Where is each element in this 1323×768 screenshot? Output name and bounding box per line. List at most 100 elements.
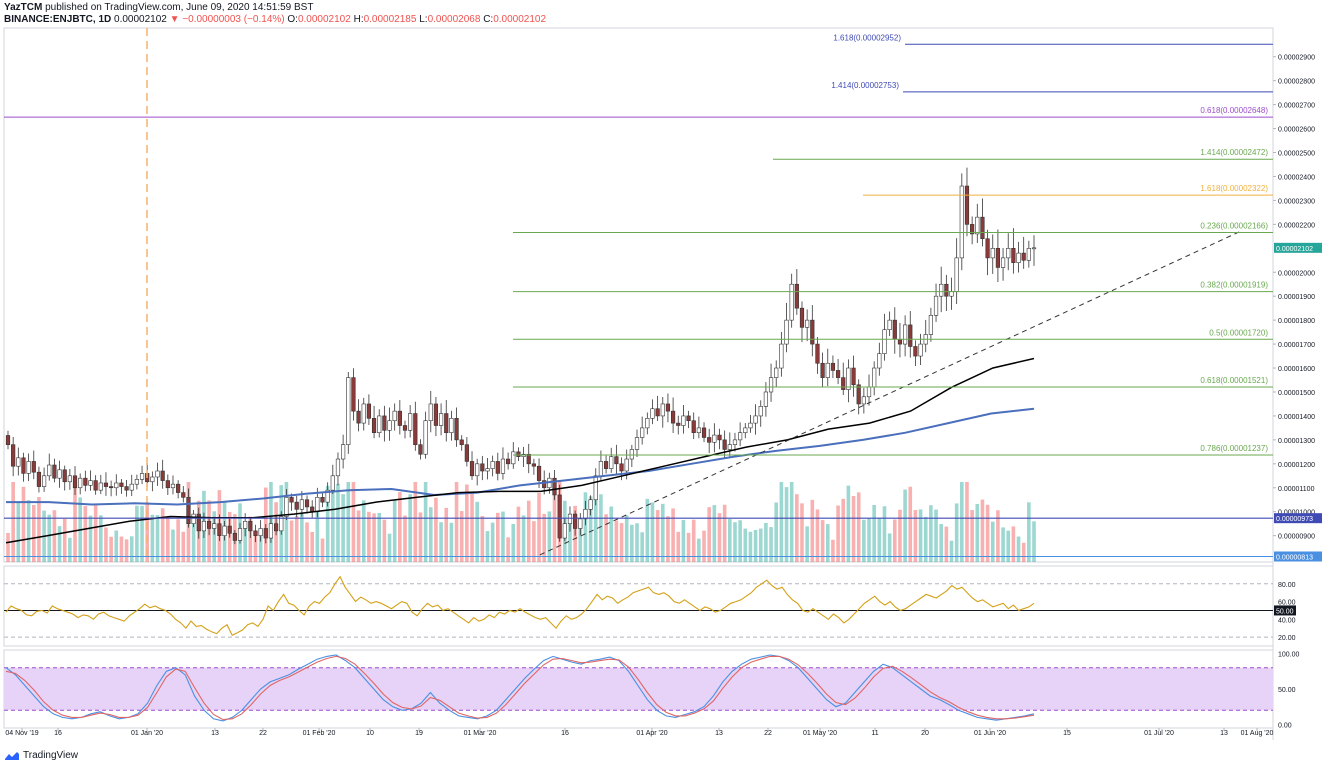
candle-body bbox=[160, 470, 165, 481]
volume-bar bbox=[495, 512, 500, 562]
candle-body bbox=[227, 525, 232, 534]
candle-body bbox=[134, 479, 139, 485]
volume-bar bbox=[114, 530, 119, 562]
candle-body bbox=[325, 489, 330, 503]
volume-bar bbox=[11, 482, 15, 562]
candle-body bbox=[186, 497, 191, 524]
candle-body bbox=[701, 427, 707, 438]
volume-bar bbox=[660, 503, 665, 562]
close-label: C: bbox=[483, 14, 494, 25]
candle-body bbox=[851, 367, 856, 386]
volume-bar bbox=[774, 502, 779, 562]
candle-body bbox=[758, 406, 763, 417]
volume-bar bbox=[423, 482, 428, 562]
candle-body bbox=[98, 482, 103, 491]
volume-bar bbox=[795, 494, 799, 562]
volume-bar bbox=[511, 524, 516, 562]
candle-body bbox=[377, 415, 382, 433]
time-tick-label: 13 bbox=[211, 730, 219, 737]
volume-bar bbox=[83, 506, 88, 562]
tradingview-logo-icon bbox=[5, 751, 19, 760]
candle-body bbox=[418, 444, 423, 455]
volume-bar bbox=[145, 502, 150, 562]
ascending-trend-line bbox=[539, 231, 1241, 556]
candle-body bbox=[598, 461, 604, 477]
time-tick-label: 01 Mar '20 bbox=[464, 730, 497, 737]
price-tick-label: 0.00001800 bbox=[1278, 318, 1315, 325]
volume-bar bbox=[748, 531, 753, 562]
candle-body bbox=[83, 477, 88, 486]
candle-body bbox=[892, 319, 897, 340]
candle-body bbox=[588, 499, 593, 510]
volume-bar bbox=[697, 538, 701, 562]
volume-bar bbox=[728, 519, 732, 562]
volume-bar bbox=[604, 514, 608, 562]
candle-body bbox=[567, 513, 573, 524]
candle-body bbox=[5, 435, 11, 445]
candle-body bbox=[609, 456, 614, 469]
volume-bar bbox=[686, 532, 691, 562]
candle-body bbox=[382, 415, 387, 431]
time-tick-label: 20 bbox=[921, 730, 929, 737]
volume-bar bbox=[805, 526, 809, 562]
candle-body bbox=[763, 391, 768, 407]
volume-bar bbox=[387, 533, 392, 562]
candle-body bbox=[516, 451, 521, 457]
candle-body bbox=[170, 483, 176, 489]
candle-body bbox=[21, 457, 26, 474]
volume-bar bbox=[712, 505, 717, 562]
fib-level-label: 0.618(0.00002648) bbox=[1200, 106, 1268, 115]
volume-bar bbox=[37, 496, 41, 562]
volume-bar bbox=[898, 509, 902, 562]
volume-bar bbox=[645, 498, 650, 562]
volume-bar bbox=[413, 482, 418, 562]
price-tick-label: 0.00001200 bbox=[1278, 462, 1315, 469]
candle-body bbox=[583, 509, 588, 520]
volume-bar bbox=[599, 494, 603, 562]
volume-bar bbox=[361, 500, 366, 562]
candle-body bbox=[212, 523, 217, 529]
volume-bar bbox=[470, 491, 474, 562]
volume-bar bbox=[377, 513, 382, 562]
candle-body bbox=[557, 494, 562, 539]
candle-body bbox=[217, 523, 222, 536]
time-tick-label: 16 bbox=[561, 730, 569, 737]
candle-body bbox=[980, 216, 985, 240]
price-tick-label: 0.00002400 bbox=[1278, 174, 1315, 181]
candle-body bbox=[335, 458, 341, 477]
volume-bar bbox=[439, 522, 443, 562]
tradingview-footer[interactable]: TradingView bbox=[4, 750, 78, 761]
candle-body bbox=[351, 377, 356, 412]
volume-bar bbox=[88, 515, 93, 562]
candle-body bbox=[274, 523, 279, 532]
volume-bar bbox=[1027, 502, 1031, 562]
open-label: O: bbox=[287, 14, 298, 25]
volume-bar bbox=[1011, 526, 1016, 562]
candle-body bbox=[72, 475, 78, 489]
volume-bar bbox=[403, 515, 407, 562]
volume-bar bbox=[908, 486, 913, 562]
volume-bar bbox=[382, 519, 387, 562]
stoch-band bbox=[4, 667, 1273, 711]
candle-body bbox=[794, 283, 799, 309]
candle-body bbox=[784, 319, 789, 345]
volume-bar bbox=[150, 514, 155, 562]
stoch-tick-label: 50.00 bbox=[1278, 687, 1296, 694]
candle-body bbox=[423, 420, 428, 455]
volume-bar bbox=[336, 483, 340, 562]
candle-body bbox=[330, 475, 335, 491]
candle-body bbox=[573, 513, 578, 529]
rsi-current-label: 50.00 bbox=[1276, 608, 1294, 615]
volume-bar bbox=[841, 498, 846, 562]
candle-body bbox=[670, 410, 676, 424]
symbol-label: BINANCE:ENJBTC, 1D bbox=[4, 14, 112, 25]
price-tick-label: 0.00001700 bbox=[1278, 342, 1315, 349]
candle-body bbox=[320, 497, 325, 503]
stoch-tick-label: 0.00 bbox=[1278, 722, 1292, 729]
moving-average-black bbox=[5, 357, 1035, 544]
candle-body bbox=[877, 353, 882, 369]
candle-body bbox=[103, 482, 109, 487]
candle-body bbox=[57, 469, 62, 479]
volume-bar bbox=[485, 531, 490, 562]
